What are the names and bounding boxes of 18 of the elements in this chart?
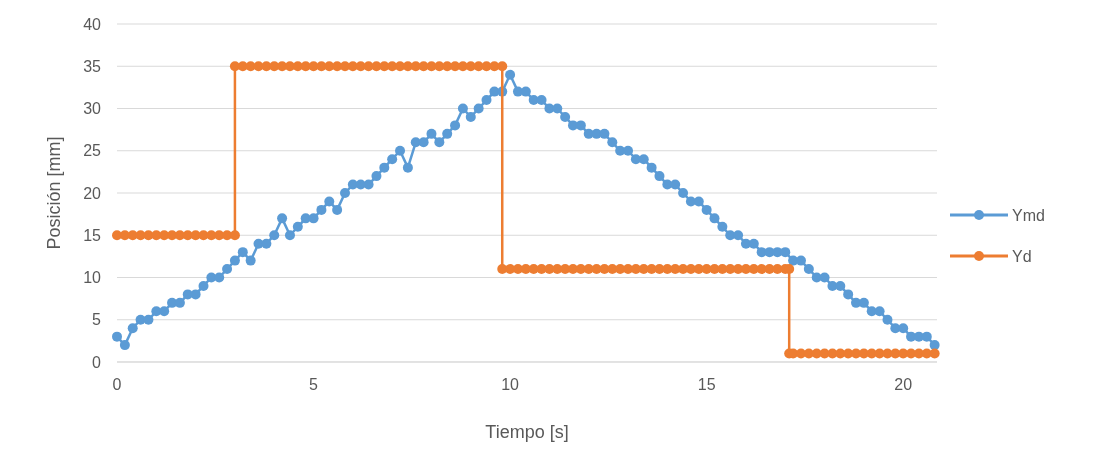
y-tick-label: 40 bbox=[83, 15, 102, 33]
y-tick-label: 0 bbox=[92, 353, 102, 371]
legend-label: Ymd bbox=[1012, 206, 1045, 224]
y-tick-label: 30 bbox=[83, 100, 102, 118]
x-tick-label: 0 bbox=[112, 376, 122, 393]
y-tick-label: 20 bbox=[83, 184, 102, 202]
y-axis-title: Posición [mm] bbox=[44, 136, 64, 250]
x-axis-title: Tiempo [s] bbox=[485, 422, 569, 442]
y-tick-label: 5 bbox=[92, 311, 102, 329]
y-tick-label: 35 bbox=[83, 57, 102, 75]
y-tick-label: 25 bbox=[83, 142, 102, 160]
legend-label: Yd bbox=[1012, 247, 1032, 265]
x-tick-label: 5 bbox=[309, 376, 319, 393]
x-tick-label: 10 bbox=[501, 376, 520, 393]
x-tick-label: 15 bbox=[697, 376, 716, 393]
x-tick-label: 20 bbox=[894, 376, 913, 393]
y-tick-label: 10 bbox=[83, 269, 102, 287]
y-tick-label: 15 bbox=[83, 226, 102, 244]
